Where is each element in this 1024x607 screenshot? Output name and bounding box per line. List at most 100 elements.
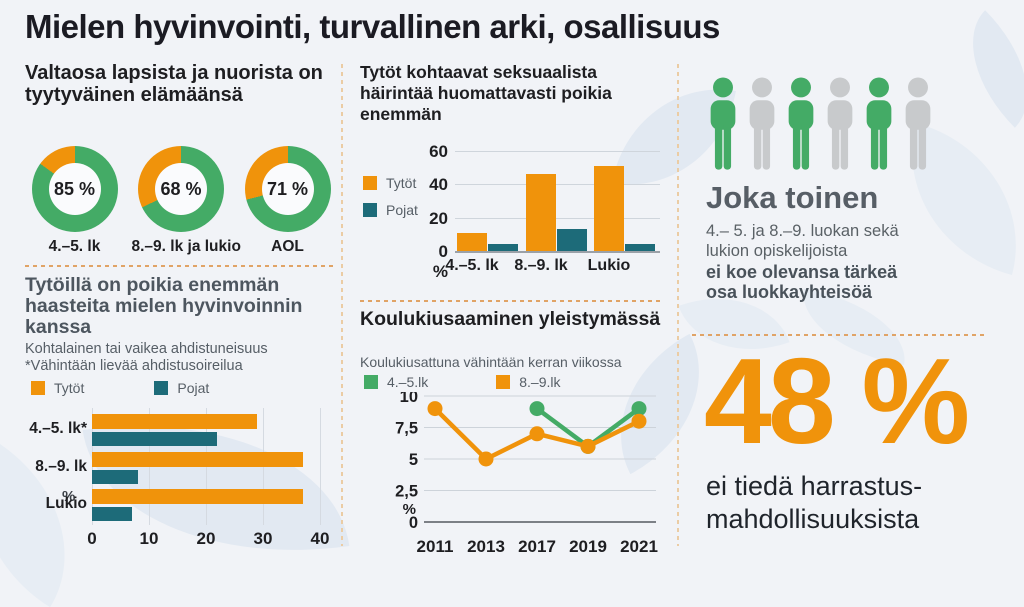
- donut-hole: 85 %: [48, 163, 101, 215]
- category-label: 4.–5. lk*: [29, 420, 87, 437]
- donut-ring: 71 %: [244, 146, 331, 232]
- anxiety-bar-chart: % 0 10 20 30 40 4.–5. lk* 8.–9. lk Lukio: [25, 408, 337, 553]
- bar-tytot: [92, 414, 258, 429]
- legend-item-tytot: Tytöt: [31, 380, 84, 396]
- anxiety-chart-heading: Tytöillä on poikia enemmän haasteita mie…: [25, 274, 303, 338]
- gridline: [455, 150, 660, 152]
- data-point: [529, 426, 545, 442]
- donut-ring: 85 %: [31, 146, 118, 232]
- x-axis-unit-label: %: [62, 488, 76, 505]
- category-label: 8.–9. lk: [514, 257, 568, 274]
- bar-tytot: [526, 174, 556, 251]
- person-icon: [860, 74, 898, 179]
- bar-pojat: [557, 229, 587, 251]
- bullying-line-chart: 0 2,5 5 7,5 10% 2011 2013 2017 2019 2021: [360, 388, 662, 569]
- y-axis-tick: 0: [409, 514, 418, 532]
- belonging-body-text: 4.– 5. ja 8.–9. luokan sekä lukion opisk…: [706, 222, 899, 260]
- x-axis-tick: 2019: [569, 537, 607, 556]
- harassment-bar-chart: Tytöt Pojat % 0 20 40 60 4.–5. lk 8.–9. lk Luk…: [360, 138, 662, 353]
- x-axis-tick: 40: [310, 529, 330, 548]
- person-icon: [821, 74, 859, 179]
- anxiety-chart-subtitle: Kohtalainen tai vaikea ahdistuneisuus *V…: [25, 341, 268, 374]
- y-axis-unit-label: %: [403, 501, 416, 518]
- section-divider: [360, 300, 660, 302]
- legend-item-pojat: Pojat: [154, 380, 209, 396]
- legend-item-45lk: 4.–5.lk: [364, 374, 428, 390]
- data-point: [427, 401, 443, 417]
- y-axis-tick: 40: [429, 175, 448, 195]
- gridline: [320, 408, 321, 525]
- donut-value: 68 %: [160, 178, 202, 199]
- y-axis-tick: 20: [429, 208, 448, 228]
- bar-pojat: [488, 244, 518, 251]
- x-axis-tick: 10: [139, 529, 159, 548]
- data-point: [580, 438, 596, 454]
- 45lk-swatch: [364, 375, 378, 389]
- donut-hole: 71 %: [261, 163, 314, 215]
- bar-pojat: [625, 244, 655, 251]
- x-axis-tick: 0: [87, 529, 97, 548]
- y-axis-tick: 10: [400, 392, 418, 406]
- donut-label: 8.–9. lk ja lukio: [131, 238, 241, 255]
- data-point: [631, 413, 647, 429]
- y-axis-tick: 7,5: [395, 420, 418, 438]
- data-point: [478, 451, 494, 467]
- section-divider: [692, 334, 987, 336]
- 89lk-swatch: [496, 375, 511, 389]
- pojat-swatch: [363, 203, 377, 217]
- page-title: Mielen hyvinvointi, turvallinen arki, os…: [25, 8, 720, 45]
- bar-tytot: [457, 232, 487, 251]
- donut-ring: 68 %: [138, 146, 224, 232]
- column-divider: [677, 64, 679, 546]
- anxiety-chart-legend: Tytöt Pojat: [31, 380, 209, 396]
- donut-chart: 85 % 4.–5. lk: [25, 146, 124, 256]
- data-point: [631, 401, 647, 417]
- tytot-swatch: [363, 176, 377, 190]
- y-axis-tick: 5: [409, 451, 418, 469]
- person-icon: [899, 74, 937, 179]
- harassment-chart-heading: Tytöt kohtaavat seksuaalista häirintää h…: [360, 62, 612, 124]
- section-harassment-bullying: Tytöt kohtaavat seksuaalista häirintää h…: [360, 62, 662, 562]
- person-icon: [704, 74, 742, 179]
- x-axis-tick: 30: [253, 529, 273, 548]
- person-icon: [743, 74, 781, 179]
- person-icon: [782, 74, 820, 179]
- category-label: 8.–9. lk: [35, 458, 87, 475]
- bar-pojat: [92, 432, 218, 446]
- y-axis-tick: 60: [429, 141, 448, 161]
- bullying-chart-legend: 4.–5.lk 8.–9.lk: [364, 374, 561, 390]
- x-axis-tick: 2021: [620, 537, 658, 556]
- data-point: [529, 401, 545, 417]
- bar-tytot: [92, 489, 303, 504]
- x-axis-tick: 2013: [467, 537, 505, 556]
- bar-pojat: [92, 507, 132, 521]
- pojat-swatch: [154, 381, 169, 395]
- x-axis-tick: 20: [196, 529, 216, 548]
- donut-chart: 71 % AOL: [238, 146, 337, 256]
- bar-tytot: [92, 452, 303, 467]
- belonging-bold-text: ei koe olevansa tärkeä osa luokkayhteisö…: [706, 262, 898, 302]
- category-label: Lukio: [45, 495, 87, 512]
- y-axis-tick: 0: [438, 242, 448, 261]
- legend-item-89lk: 8.–9.lk: [496, 374, 561, 390]
- donut-hole: 68 %: [155, 163, 207, 215]
- legend-item-pojat: Pojat: [363, 202, 418, 218]
- bullying-chart-heading: Koulukiusaaminen yleistymässä: [360, 308, 661, 330]
- donut-chart-row: 85 % 4.–5. lk 68 % 8.–9. lk ja lukio 71 % AOL: [25, 146, 337, 256]
- category-label: 4.–5. lk: [445, 257, 499, 274]
- joka-toinen-heading: Joka toinen: [706, 180, 879, 215]
- tytot-swatch: [31, 381, 45, 395]
- section-life-satisfaction: Valtaosa lapsista ja nuorista on tyytyvä…: [25, 62, 337, 562]
- donut-value: 71 %: [266, 178, 309, 199]
- donut-chart: 68 % 8.–9. lk ja lukio: [131, 146, 241, 256]
- bar-pojat: [92, 470, 138, 484]
- gridline: [455, 184, 660, 186]
- section-belonging-hobbies: Joka toinen 4.– 5. ja 8.–9. luokan sekä …: [692, 62, 1014, 572]
- hobby-stat-caption: ei tiedä harrastus- mahdollisuuksista: [706, 471, 923, 534]
- bar-tytot: [594, 165, 624, 251]
- y-axis-unit-label: %: [432, 262, 448, 281]
- section-divider: [25, 265, 335, 267]
- line-chart-svg: 0 2,5 5 7,5 10% 2011 2013 2017 2019 2021: [395, 388, 658, 556]
- gridline: [455, 217, 660, 219]
- donut-chart-heading: Valtaosa lapsista ja nuorista on tyytyvä…: [25, 62, 323, 106]
